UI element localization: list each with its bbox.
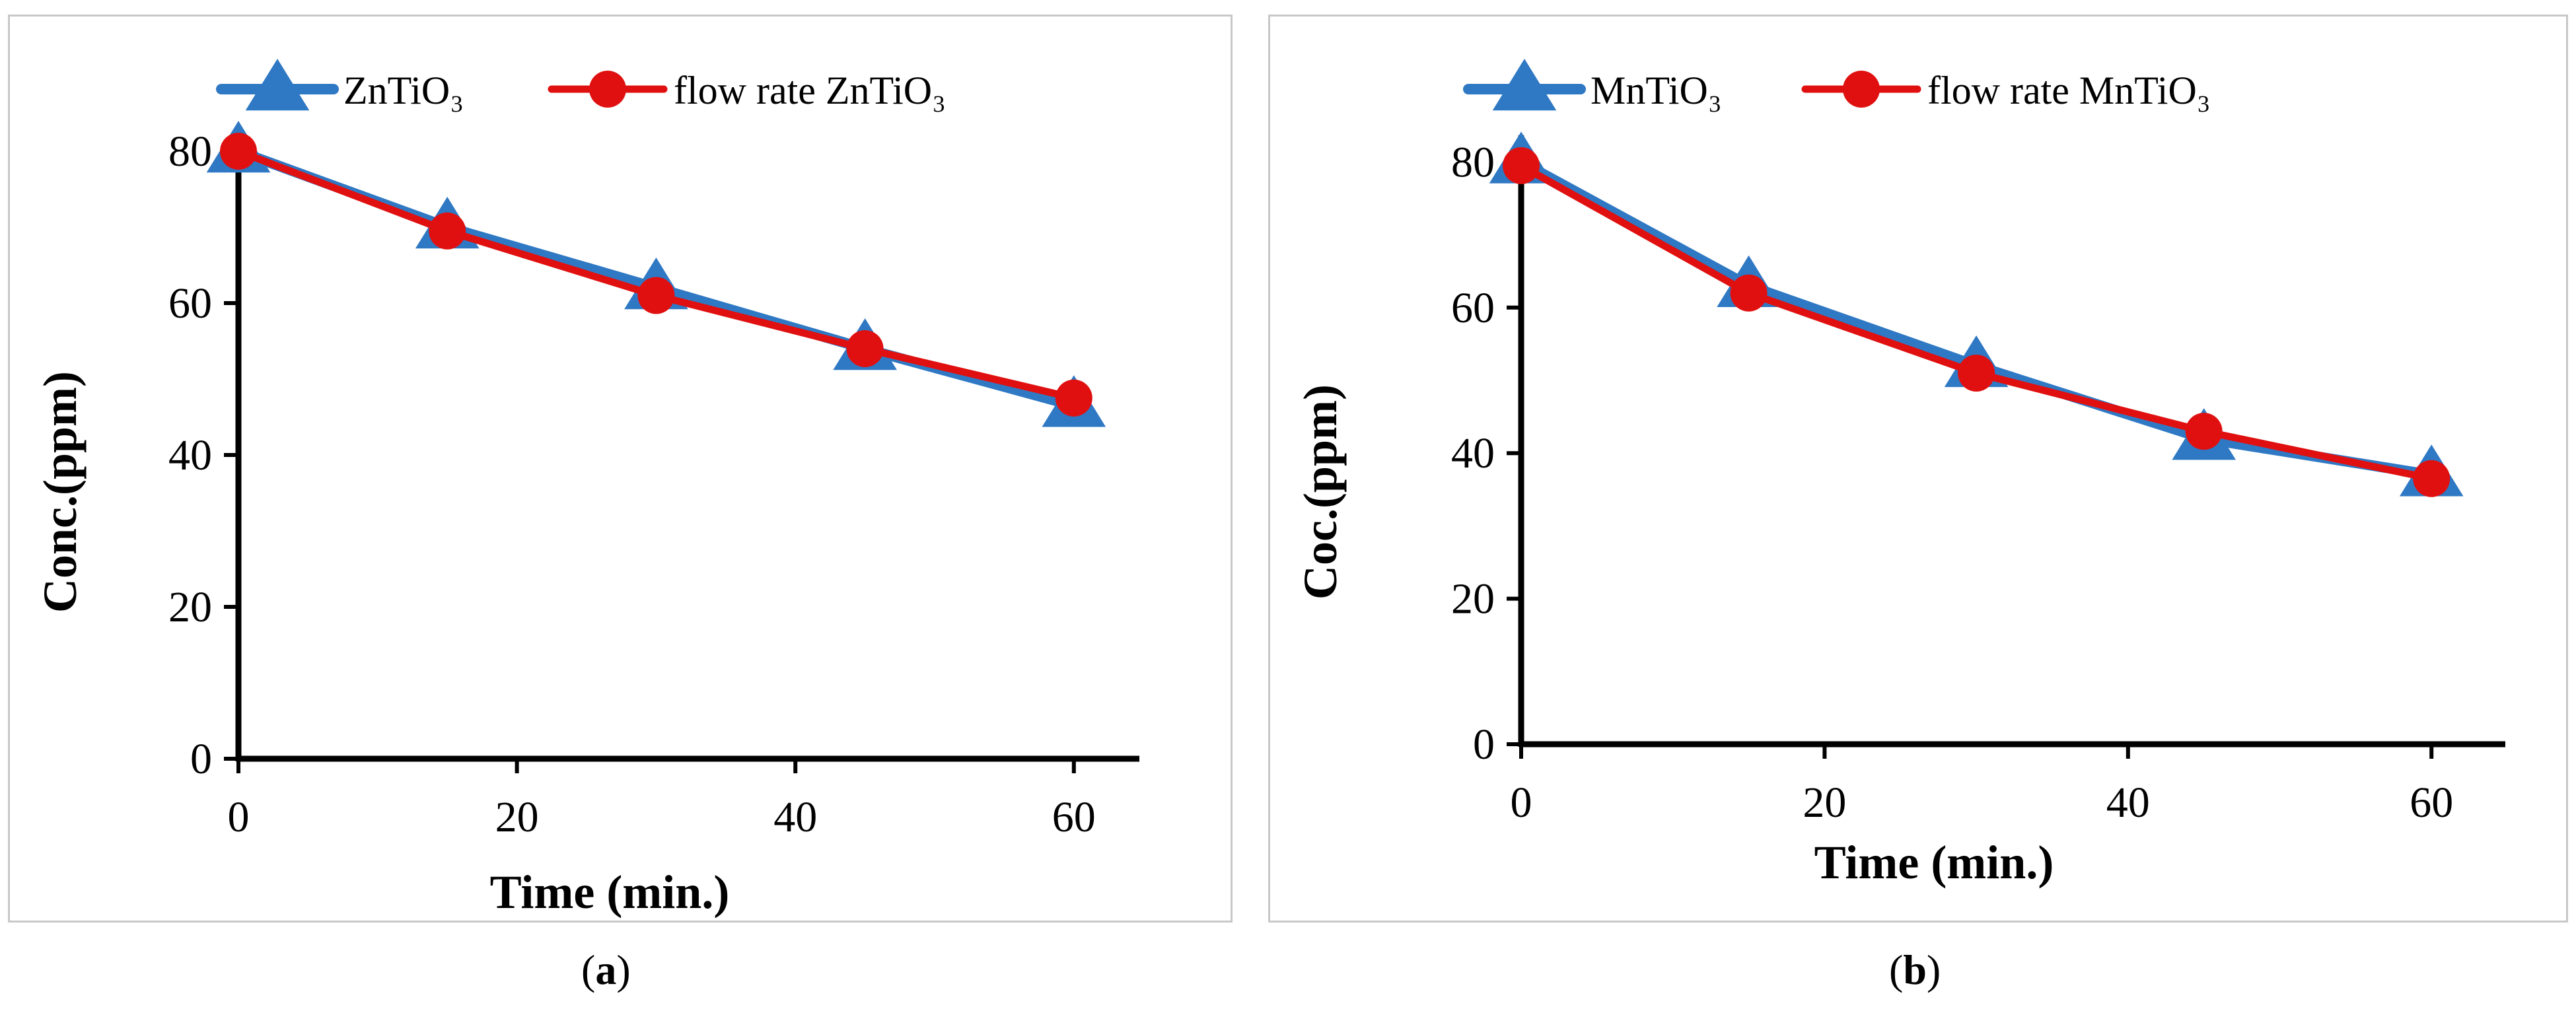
x-tick-label: 60 [2410, 779, 2453, 827]
legend-label-2: flow rate ZnTiO₃ [674, 69, 946, 112]
x-tick-label: 60 [1052, 793, 1096, 841]
chart-a: 0 20 40 60 80 0 20 40 60 Time (min.) Conc.(ppm) ZnT… [34, 59, 1139, 919]
series-2-point [1958, 354, 1995, 392]
series-line-2 [1517, 162, 2435, 483]
caption-b: (b) [1889, 946, 1941, 993]
x-tick-label: 20 [495, 793, 539, 841]
chart-panel-a: 0 20 40 60 80 0 20 40 60 Time (min.) Conc.(ppm) ZnT… [8, 15, 1233, 923]
chart-b: 0 20 40 60 80 0 20 40 60 Time (min.) Coc.(ppm) MnTi… [1294, 59, 2505, 889]
series-2-point [429, 212, 466, 250]
legend-marker-2 [589, 71, 626, 108]
y-tick-label: 20 [1451, 575, 1495, 623]
y-tick-label: 0 [190, 735, 212, 783]
y-tick-label: 60 [168, 279, 212, 328]
series-2-point [637, 277, 675, 314]
y-axis-title: Coc.(ppm) [1294, 384, 1347, 600]
x-tick-label: 40 [773, 793, 817, 841]
x-tick-label: 40 [2106, 779, 2150, 827]
caption-a-letter: a [595, 946, 617, 993]
caption-b-letter: b [1903, 946, 1927, 993]
x-tick-label: 0 [228, 793, 250, 841]
chart-panel-b: 0 20 40 60 80 0 20 40 60 Time (min.) Coc.(ppm) MnTi… [1268, 15, 2568, 923]
y-tick-label: 80 [1451, 138, 1495, 186]
legend-label-1: MnTiO₃ [1591, 69, 1722, 112]
y-tick-label: 80 [168, 127, 212, 176]
series-2-point [2413, 460, 2451, 497]
legend-label-1: ZnTiO₃ [343, 69, 464, 112]
caption-a: (a) [581, 946, 631, 993]
y-tick-label: 40 [168, 431, 212, 479]
y-tick-label: 0 [1473, 720, 1495, 769]
y-tick-label: 60 [1451, 284, 1495, 332]
series-line-1 [1516, 157, 2437, 481]
x-tick-label: 20 [1803, 779, 1846, 827]
x-axis-title: Time (min.) [490, 866, 730, 919]
legend-label-2: flow rate MnTiO₃ [1927, 69, 2211, 112]
legend-marker-1 [1492, 59, 1557, 111]
series-2-point [220, 133, 257, 170]
series-2-point [846, 330, 884, 367]
legend-marker-2 [1843, 71, 1880, 108]
x-tick-label: 0 [1511, 779, 1532, 827]
series-2-point [1503, 147, 1540, 184]
y-axis-title: Conc.(ppm) [34, 371, 87, 613]
y-tick-label: 40 [1451, 429, 1495, 477]
series-2-point [1730, 274, 1768, 312]
legend-marker-1 [245, 59, 310, 111]
y-tick-label: 20 [168, 583, 212, 631]
series-2-point [1055, 379, 1092, 417]
x-axis-title: Time (min.) [1814, 836, 2054, 889]
series-2-point [2185, 413, 2223, 450]
